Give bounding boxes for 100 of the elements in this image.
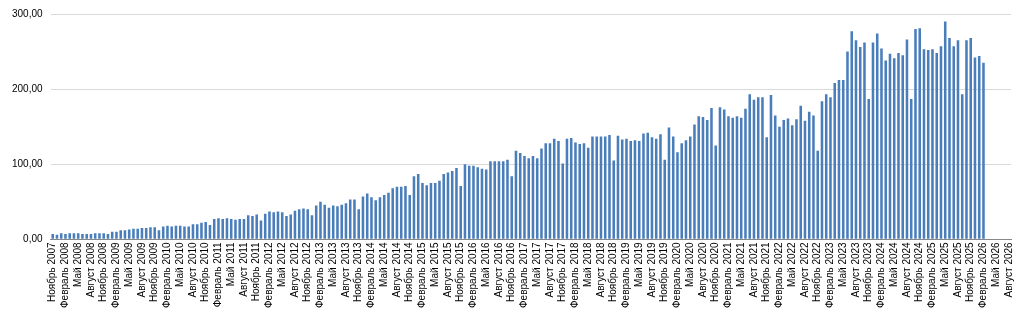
bar [574, 142, 577, 239]
x-tick-label: Февраль 2010 [161, 241, 173, 308]
x-tick-label: Май 2008 [71, 241, 83, 287]
x-tick-label: Февраль 2022 [773, 241, 785, 308]
bar [578, 143, 581, 239]
bar [472, 165, 475, 239]
bar [642, 133, 645, 239]
x-tick-label: Май 2022 [785, 241, 797, 287]
x-tick-label: Август 2024 [900, 241, 912, 298]
x-tick-label: Август 2023 [849, 241, 861, 298]
x-tick-label: Февраль 2011 [212, 241, 224, 308]
x-tick-label: Август 2009 [135, 241, 147, 298]
x-tick-label: Февраль 2012 [263, 241, 275, 308]
bar [969, 38, 973, 239]
bar [98, 233, 101, 239]
x-tick-label: Февраль 2013 [314, 241, 326, 308]
bar [251, 216, 254, 239]
bar [323, 204, 326, 239]
bar [81, 234, 84, 239]
bar [85, 234, 88, 239]
x-tick-label: Ноябрь 2024 [913, 241, 925, 303]
x-tick-label: Февраль 2017 [518, 241, 530, 308]
x-tick-label: Ноябрь 2009 [148, 241, 160, 303]
bar [646, 132, 649, 239]
x-tick-label: Ноябрь 2020 [709, 241, 721, 303]
x-tick-label: Ноябрь 2018 [607, 241, 619, 303]
y-tick-label: 300,00 [11, 7, 44, 19]
bar [943, 21, 947, 239]
x-tick-label: Май 2010 [173, 241, 185, 287]
bar [863, 42, 866, 239]
bar [875, 33, 879, 239]
bar [153, 227, 156, 239]
x-tick-label: Февраль 2008 [59, 241, 71, 308]
bar [374, 200, 377, 239]
bar [918, 28, 922, 239]
x-tick-label: Ноябрь 2013 [352, 241, 364, 303]
x-tick-label: Февраль 2009 [110, 241, 122, 308]
bar [926, 50, 930, 239]
x-tick-label: Август 2025 [951, 241, 963, 298]
x-tick-label: Ноябрь 2021 [760, 241, 772, 303]
bar [51, 234, 54, 239]
y-tick-label: 0,00 [23, 233, 44, 245]
bar [782, 119, 785, 239]
bar [306, 209, 309, 239]
bar [319, 201, 322, 239]
x-tick-label: Август 2015 [441, 241, 453, 298]
y-tick-label: 100,00 [11, 157, 44, 169]
x-tick-label: Август 2014 [390, 241, 402, 298]
bar [935, 53, 939, 239]
x-tick-label: Февраль 2021 [722, 241, 734, 308]
x-tick-label: Август 2019 [645, 241, 657, 298]
bar [476, 167, 479, 239]
bar [812, 115, 815, 239]
bar [391, 188, 394, 239]
bar [625, 138, 628, 239]
bar [608, 134, 611, 239]
x-tick-label: Август 2013 [339, 241, 351, 298]
bar [166, 225, 169, 239]
bar [370, 197, 373, 239]
bar [149, 227, 152, 239]
bar [931, 49, 934, 239]
bar [285, 216, 288, 239]
bar [629, 140, 632, 239]
bar [336, 206, 339, 239]
bar [680, 143, 683, 239]
bar [387, 192, 390, 239]
bar [442, 173, 445, 239]
bar [353, 199, 356, 239]
bar [302, 208, 305, 239]
x-tick-label: Ноябрь 2010 [199, 241, 211, 303]
x-tick-label: Ноябрь 2022 [811, 241, 823, 303]
x-tick-label: Ноябрь 2025 [964, 241, 976, 303]
bar [671, 136, 675, 239]
x-tick-label: Август 2012 [288, 241, 300, 298]
x-tick-label: Август 2010 [186, 241, 198, 298]
x-tick-label: Август 2026 [1002, 241, 1014, 298]
bar [914, 29, 917, 239]
x-tick-label: Февраль 2014 [365, 241, 377, 308]
x-tick-label: Февраль 2026 [977, 241, 989, 308]
bar [132, 228, 135, 239]
x-tick-label: Август 2018 [594, 241, 606, 298]
x-tick-label: Август 2022 [798, 241, 810, 298]
bar [897, 53, 900, 239]
x-tick-label: Ноябрь 2023 [862, 241, 874, 303]
bar [136, 228, 139, 239]
y-tick-label: 200,00 [11, 82, 44, 94]
bar [404, 186, 407, 239]
bar [425, 185, 428, 239]
bar [115, 231, 118, 239]
x-tick-label: Май 2023 [836, 241, 848, 287]
bar [731, 117, 734, 239]
x-tick-label: Февраль 2015 [416, 241, 428, 308]
bar [489, 161, 492, 239]
bar [544, 143, 547, 239]
bar [68, 233, 71, 239]
bar [506, 159, 509, 239]
bar [255, 214, 258, 239]
bar [217, 218, 220, 239]
x-tick-label: Август 2011 [237, 241, 249, 297]
x-tick-label: Май 2021 [734, 241, 746, 287]
